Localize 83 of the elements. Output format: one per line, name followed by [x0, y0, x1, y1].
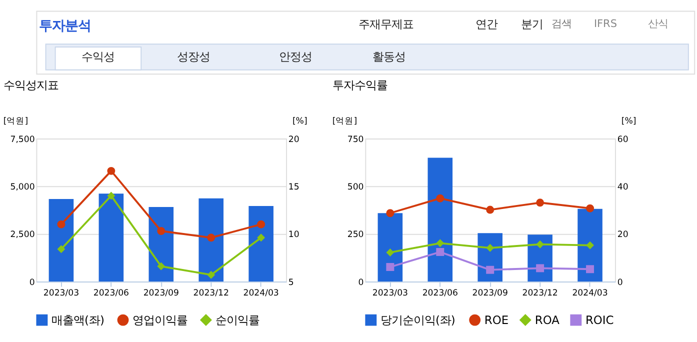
y-axis-title: [억원] — [3, 116, 28, 127]
y2-axis-title: [%] — [292, 116, 308, 127]
y-tick-label: 750 — [347, 134, 364, 145]
bar — [248, 206, 274, 282]
legend-label: 영업이익률 — [132, 312, 188, 327]
y-tick-label: 7,500 — [10, 134, 35, 145]
x-tick-label: 2023/12 — [193, 288, 229, 298]
x-tick-label: 2023/03 — [43, 288, 80, 298]
point — [486, 244, 494, 252]
text: 검색 — [552, 18, 572, 30]
y2-tick-label: 60 — [617, 134, 628, 145]
y2-tick-label: 5 — [288, 278, 294, 288]
legend-label: 매출액(좌) — [51, 312, 104, 327]
y-tick-label: 500 — [347, 182, 364, 193]
y-tick-label: 0 — [29, 278, 35, 288]
legend-label: 순이익률 — [215, 312, 260, 327]
bar — [578, 208, 602, 282]
bar — [48, 198, 74, 282]
point — [436, 239, 444, 248]
point — [107, 192, 116, 200]
point — [436, 194, 444, 202]
x-tick-label: 2024/03 — [572, 288, 608, 298]
y-tick-label: 2,500 — [10, 230, 35, 240]
y-axis-title: [억원] — [332, 116, 358, 127]
y2-tick-label: 0 — [617, 278, 623, 288]
text: 성장성 — [177, 49, 210, 64]
y2-tick-label: 15 — [288, 182, 300, 193]
bar — [198, 198, 224, 282]
text: 산식 — [648, 18, 668, 30]
point — [157, 262, 166, 270]
x-tick-label: 2024/03 — [243, 288, 279, 298]
point — [57, 220, 66, 228]
y-tick-label: 0 — [358, 278, 364, 288]
bar — [428, 158, 453, 282]
y2-tick-label: 40 — [617, 182, 628, 193]
point — [207, 234, 216, 242]
text: 연간 — [475, 16, 498, 31]
text: 분기 — [521, 16, 544, 31]
legend-label: 당기순이익(좌) — [380, 312, 456, 327]
x-tick-label: 2023/06 — [422, 288, 458, 298]
point — [436, 248, 444, 256]
point — [486, 206, 494, 214]
legend-label: ROE — [484, 312, 509, 327]
chart-title: 투자수익률 — [332, 78, 388, 92]
x-tick-label: 2023/09 — [472, 288, 508, 298]
y2-tick-label: 20 — [288, 134, 300, 145]
text: 활동성 — [372, 49, 406, 64]
point — [486, 266, 494, 274]
text: 주재무제표 — [358, 16, 414, 31]
point — [386, 248, 394, 256]
x-tick-label: 2023/03 — [372, 288, 408, 298]
point — [536, 198, 544, 207]
point — [207, 270, 216, 279]
text: 안정성 — [279, 49, 312, 64]
point — [586, 265, 594, 274]
bar — [148, 206, 174, 282]
y2-tick-label: 10 — [288, 230, 300, 240]
text: IFRS — [594, 18, 618, 30]
point — [586, 241, 594, 250]
x-tick-label: 2023/09 — [143, 288, 179, 298]
y2-tick-label: 20 — [617, 230, 628, 240]
point — [157, 227, 166, 235]
y-tick-label: 5,000 — [10, 182, 35, 193]
chart-title: 수익성지표 — [3, 78, 58, 92]
bar — [98, 194, 124, 282]
text: 투자분석 — [38, 18, 91, 34]
point — [57, 245, 66, 254]
bar — [378, 213, 403, 282]
point — [386, 263, 394, 271]
point — [257, 220, 266, 228]
y-tick-label: 250 — [347, 230, 364, 240]
x-tick-label: 2023/12 — [522, 288, 558, 298]
point — [536, 264, 544, 272]
text: 수익성 — [82, 49, 115, 64]
x-tick-label: 2023/06 — [93, 288, 129, 298]
point — [536, 240, 544, 248]
y2-axis-title: [%] — [621, 116, 636, 127]
point — [107, 166, 116, 175]
point — [386, 209, 394, 218]
point — [257, 234, 266, 242]
legend-label: ROA — [534, 312, 560, 327]
legend-label: ROIC — [585, 312, 614, 327]
point — [586, 204, 594, 212]
